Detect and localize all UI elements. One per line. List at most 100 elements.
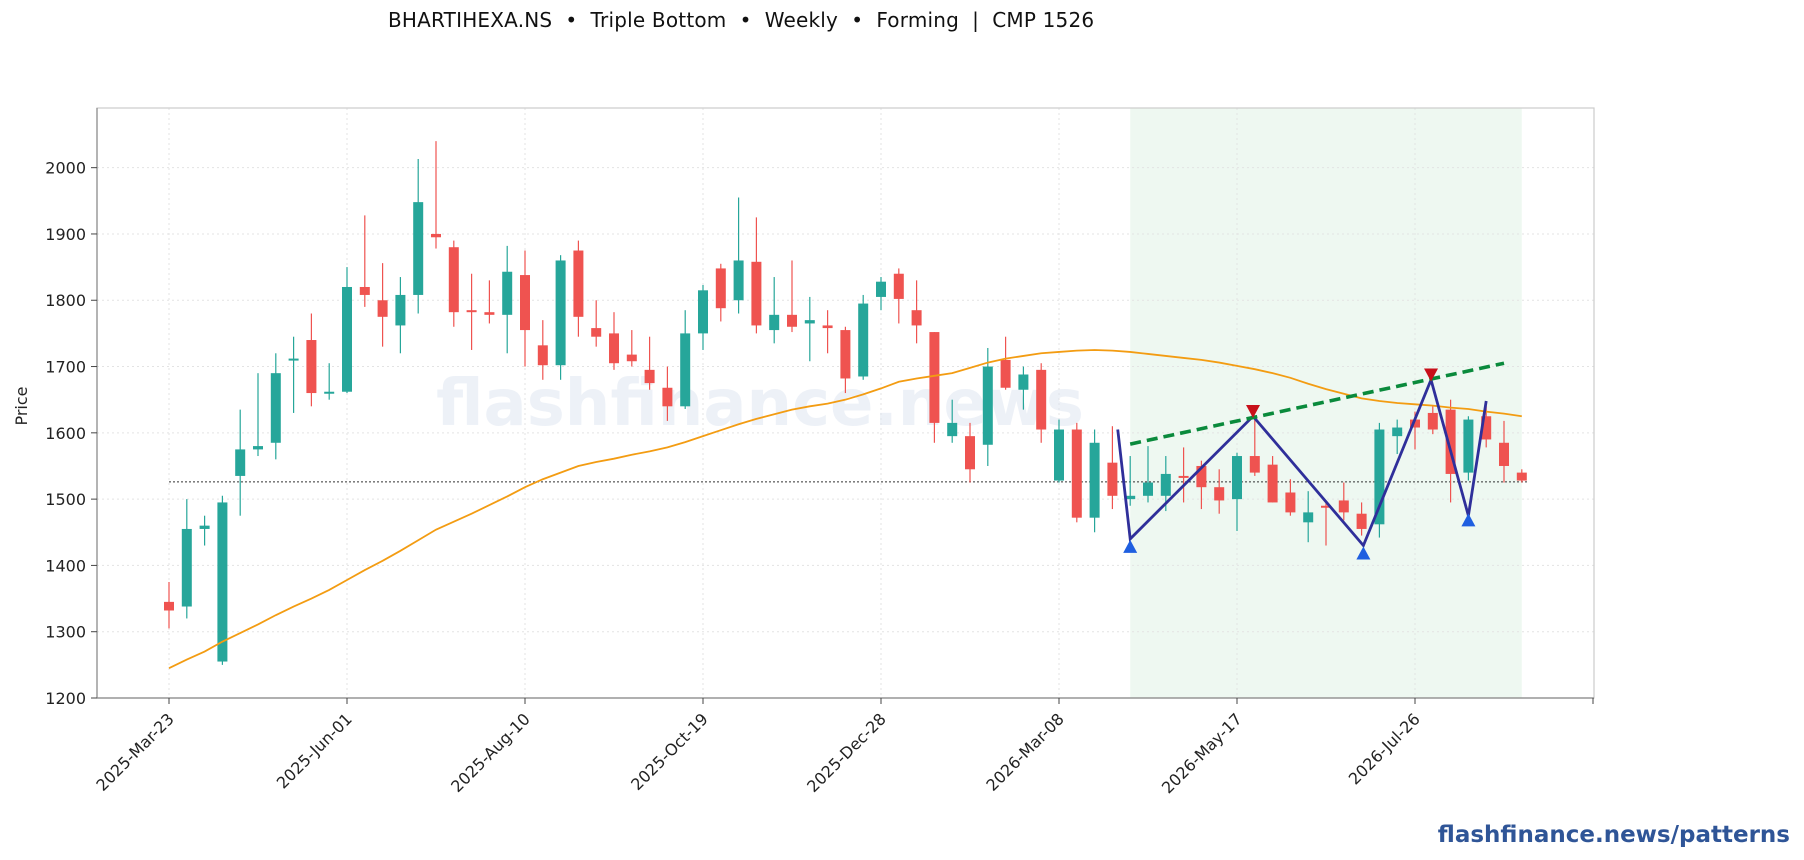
candle bbox=[1267, 456, 1278, 503]
candle-body bbox=[982, 366, 993, 445]
candle bbox=[947, 399, 958, 443]
candle-body bbox=[680, 333, 691, 407]
candle-body bbox=[1285, 492, 1296, 513]
candle-body bbox=[235, 449, 246, 476]
y-tick-label: 1300 bbox=[45, 623, 86, 642]
candle-body bbox=[822, 325, 833, 329]
candle-body bbox=[1143, 482, 1153, 496]
candle-body bbox=[573, 250, 584, 317]
y-axis-label: Price bbox=[12, 386, 31, 425]
candle bbox=[1143, 446, 1153, 503]
chart-title: BHARTIHEXA.NS • Triple Bottom • Weekly •… bbox=[388, 8, 1095, 32]
candle bbox=[359, 215, 370, 307]
candle bbox=[1107, 426, 1118, 510]
y-tick-label: 1500 bbox=[45, 490, 86, 509]
candle-body bbox=[1356, 513, 1367, 529]
candle-body bbox=[947, 422, 958, 437]
pattern-region bbox=[1130, 108, 1522, 698]
candle-body bbox=[965, 436, 975, 470]
candle-body bbox=[288, 358, 299, 361]
candle bbox=[965, 422, 975, 483]
candle-body bbox=[395, 294, 406, 326]
x-tick-label: 2026-Jul-26 bbox=[1345, 709, 1424, 788]
y-tick-label: 1200 bbox=[45, 689, 86, 708]
x-tick-label: 2026-May-17 bbox=[1158, 709, 1246, 797]
candle bbox=[1125, 456, 1136, 506]
candle-body bbox=[217, 502, 228, 662]
candle-body bbox=[662, 387, 673, 407]
candle-body bbox=[1071, 429, 1082, 518]
candle bbox=[1054, 419, 1064, 483]
candle-body bbox=[626, 354, 637, 362]
candle bbox=[1392, 419, 1403, 455]
candle bbox=[840, 326, 851, 394]
candle bbox=[787, 260, 797, 333]
candle-body bbox=[769, 314, 780, 331]
candle-body bbox=[359, 286, 370, 295]
bottom-marker bbox=[1123, 539, 1138, 553]
candle-body bbox=[1303, 512, 1314, 523]
candle bbox=[377, 263, 388, 347]
candle-body bbox=[1481, 416, 1492, 440]
candle bbox=[1321, 502, 1331, 546]
candle-body bbox=[1321, 505, 1331, 508]
candle bbox=[520, 250, 530, 367]
candle-body bbox=[893, 273, 904, 299]
candle-body bbox=[1374, 429, 1385, 525]
candle bbox=[1356, 502, 1367, 536]
footer-link[interactable]: flashfinance.news/patterns bbox=[1437, 822, 1790, 848]
candle-body bbox=[804, 320, 815, 324]
candle-body bbox=[413, 202, 424, 295]
candle-body bbox=[1267, 464, 1278, 503]
candle bbox=[1285, 479, 1296, 516]
candle-body bbox=[181, 528, 192, 607]
x-tick-label: 2025-Oct-19 bbox=[627, 709, 712, 794]
candle-body bbox=[1125, 495, 1136, 500]
candle-body bbox=[1249, 456, 1260, 473]
x-tick-label: 2026-Mar-08 bbox=[982, 709, 1067, 794]
y-tick-label: 1600 bbox=[45, 424, 86, 443]
candle-body bbox=[751, 261, 762, 326]
candle bbox=[235, 409, 246, 516]
candle bbox=[555, 255, 566, 380]
candle bbox=[893, 268, 904, 324]
candle bbox=[591, 300, 602, 347]
candle bbox=[1516, 469, 1527, 483]
candle bbox=[698, 285, 708, 350]
candle bbox=[1499, 420, 1509, 483]
candle-body bbox=[466, 310, 477, 313]
candle bbox=[306, 313, 317, 407]
candle bbox=[342, 267, 352, 394]
candle bbox=[1249, 416, 1260, 476]
candle bbox=[644, 336, 655, 390]
candle-body bbox=[1178, 475, 1189, 478]
candle bbox=[448, 240, 459, 327]
candle-body bbox=[1089, 442, 1100, 518]
candle-body bbox=[591, 328, 602, 337]
candle bbox=[164, 581, 174, 629]
candle bbox=[1214, 469, 1225, 514]
candle-body bbox=[1445, 409, 1456, 474]
candle bbox=[769, 277, 780, 344]
bottom-marker bbox=[1356, 546, 1371, 560]
candle-body bbox=[555, 260, 566, 366]
candle-body bbox=[840, 330, 851, 379]
candle-body bbox=[787, 314, 797, 327]
x-tick-label: 2025-Dec-28 bbox=[803, 709, 890, 796]
candle bbox=[804, 296, 815, 362]
candle bbox=[1178, 447, 1189, 503]
candle bbox=[715, 263, 726, 322]
candle-body bbox=[502, 271, 513, 315]
candle-body bbox=[253, 446, 263, 450]
candle-body bbox=[698, 290, 708, 334]
x-tick-label: 2025-Aug-10 bbox=[447, 709, 534, 796]
bottom-marker bbox=[1461, 513, 1476, 527]
moving-average bbox=[168, 349, 1522, 669]
candle bbox=[1427, 406, 1438, 435]
candle bbox=[466, 273, 477, 350]
y-tick-label: 2000 bbox=[45, 159, 86, 178]
candle bbox=[1018, 366, 1029, 410]
candle-body bbox=[1499, 442, 1509, 466]
candle-body bbox=[270, 373, 281, 443]
